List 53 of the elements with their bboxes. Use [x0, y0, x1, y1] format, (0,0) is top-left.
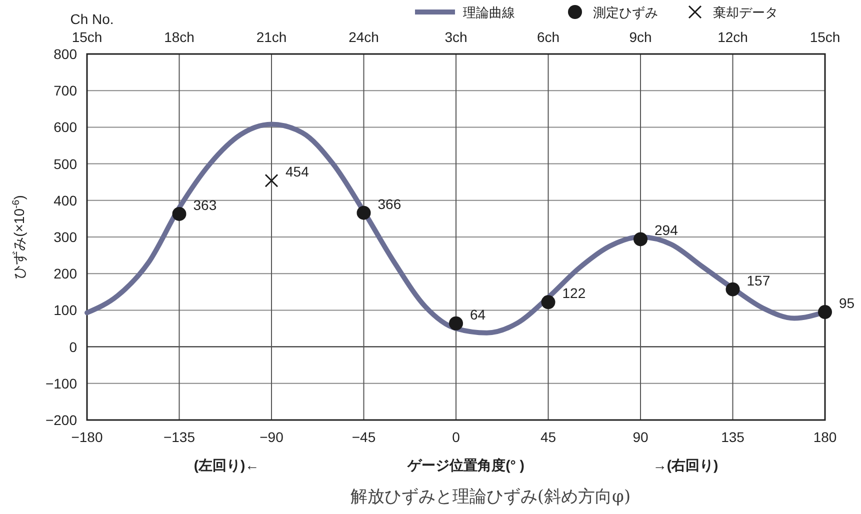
y-tick-label: 800	[54, 46, 78, 62]
x-tick-label: 45	[540, 429, 556, 445]
data-label: 294	[654, 222, 678, 238]
x-tick-label: −90	[260, 429, 284, 445]
data-label: 122	[562, 285, 586, 302]
data-label: 363	[193, 196, 217, 213]
text: (左回り)←	[194, 457, 260, 473]
point	[634, 232, 648, 246]
y-tick-label: −100	[45, 375, 78, 392]
legend-label: 測定ひずみ	[593, 5, 658, 20]
text: 12ch	[718, 29, 748, 45]
text: 6ch	[536, 29, 560, 45]
point	[541, 295, 556, 310]
y-tick-label: 0	[69, 338, 78, 355]
data-label: 157	[746, 272, 770, 288]
y-tick-label: 700	[54, 82, 78, 99]
point	[356, 206, 371, 220]
legend-label: 棄却データ	[713, 5, 778, 20]
text: 9ch	[629, 29, 652, 45]
point	[172, 206, 186, 221]
data-label: 366	[378, 196, 402, 212]
text: 15ch	[810, 29, 840, 45]
text: 15ch	[72, 29, 102, 45]
text: 3ch	[444, 29, 468, 45]
x-tick-label: 135	[721, 429, 745, 445]
x-tick-label: −180	[71, 429, 103, 445]
x-axis-title: ゲージ位置角度(° )	[406, 457, 524, 473]
data-label: 95	[839, 295, 855, 312]
data-label: 454	[286, 164, 310, 180]
y-tick-label: 400	[54, 192, 78, 208]
x-tick-label: −135	[163, 429, 196, 445]
text: 18ch	[164, 29, 194, 45]
y-tick-label: −200	[45, 412, 78, 428]
y-tick-label: 200	[54, 266, 78, 282]
legend-label: 理論曲線	[463, 5, 515, 20]
y-tick-label: 500	[54, 156, 78, 172]
x-tick-label: 90	[632, 429, 648, 445]
point	[264, 174, 278, 188]
text: Ch No.	[70, 11, 114, 27]
data-label: 64	[470, 306, 486, 322]
text: 21ch	[256, 29, 287, 45]
x-tick-label: −45	[352, 429, 376, 445]
point	[726, 282, 740, 296]
text: →(右回り)	[652, 457, 718, 473]
text: 24ch	[348, 29, 379, 45]
x-tick-label: 0	[452, 429, 460, 445]
point	[449, 316, 463, 330]
y-tick-label: 100	[54, 302, 78, 318]
y-tick-label: 300	[54, 229, 78, 245]
text: 解放ひずみと理論ひずみ(斜め方向φ)	[350, 487, 631, 507]
y-tick-label: 600	[54, 119, 78, 136]
x-tick-label: 180	[813, 429, 837, 445]
point	[818, 305, 832, 320]
